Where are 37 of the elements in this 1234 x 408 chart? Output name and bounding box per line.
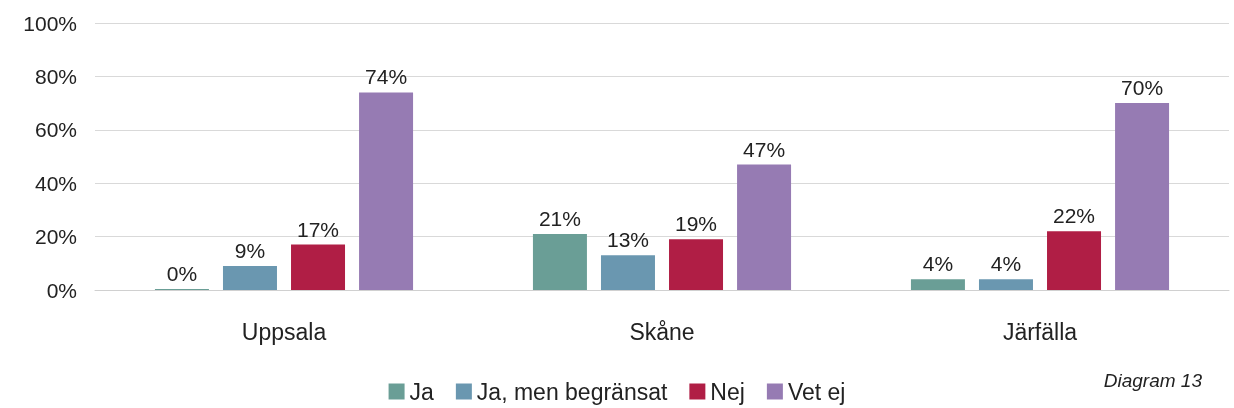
data-label: 13% [606,228,649,252]
legend-label: Vet ej [787,378,846,405]
data-label: 70% [1121,76,1164,100]
y-tick-label: 40% [34,171,77,195]
y-tick-label: 20% [34,225,77,249]
legend-label: Ja [409,378,435,405]
data-label: 19% [675,212,718,236]
data-label: 74% [365,65,408,89]
x-tick-label: Järfälla [1002,318,1078,345]
x-tick-label: Uppsala [241,318,327,345]
data-label: 21% [538,206,581,230]
data-label: 9% [234,238,266,262]
data-label: 22% [1053,204,1096,228]
bar [600,255,655,290]
y-tick-label: 100% [23,11,77,35]
y-tick-label: 80% [34,64,77,88]
bar [291,244,346,290]
data-label: 0% [166,262,198,285]
text: Diagram 13 [1103,370,1203,391]
y-tick-label: 60% [34,118,77,142]
legend-label: Ja, men begränsat [476,378,668,405]
bar [669,239,724,290]
legend-label: Nej [710,378,745,405]
data-label: 47% [743,137,786,161]
data-label: 17% [297,217,340,241]
bar [737,164,792,290]
data-label: 4% [990,252,1022,276]
bar [1115,103,1170,290]
bar [222,265,277,290]
bar [359,92,414,290]
y-tick-label: 0% [46,278,77,302]
x-tick-label: Skåne [629,318,695,345]
bar [1047,231,1102,290]
data-label: 4% [922,252,954,276]
bar [978,279,1033,290]
bar [910,279,965,290]
bar [532,233,587,290]
